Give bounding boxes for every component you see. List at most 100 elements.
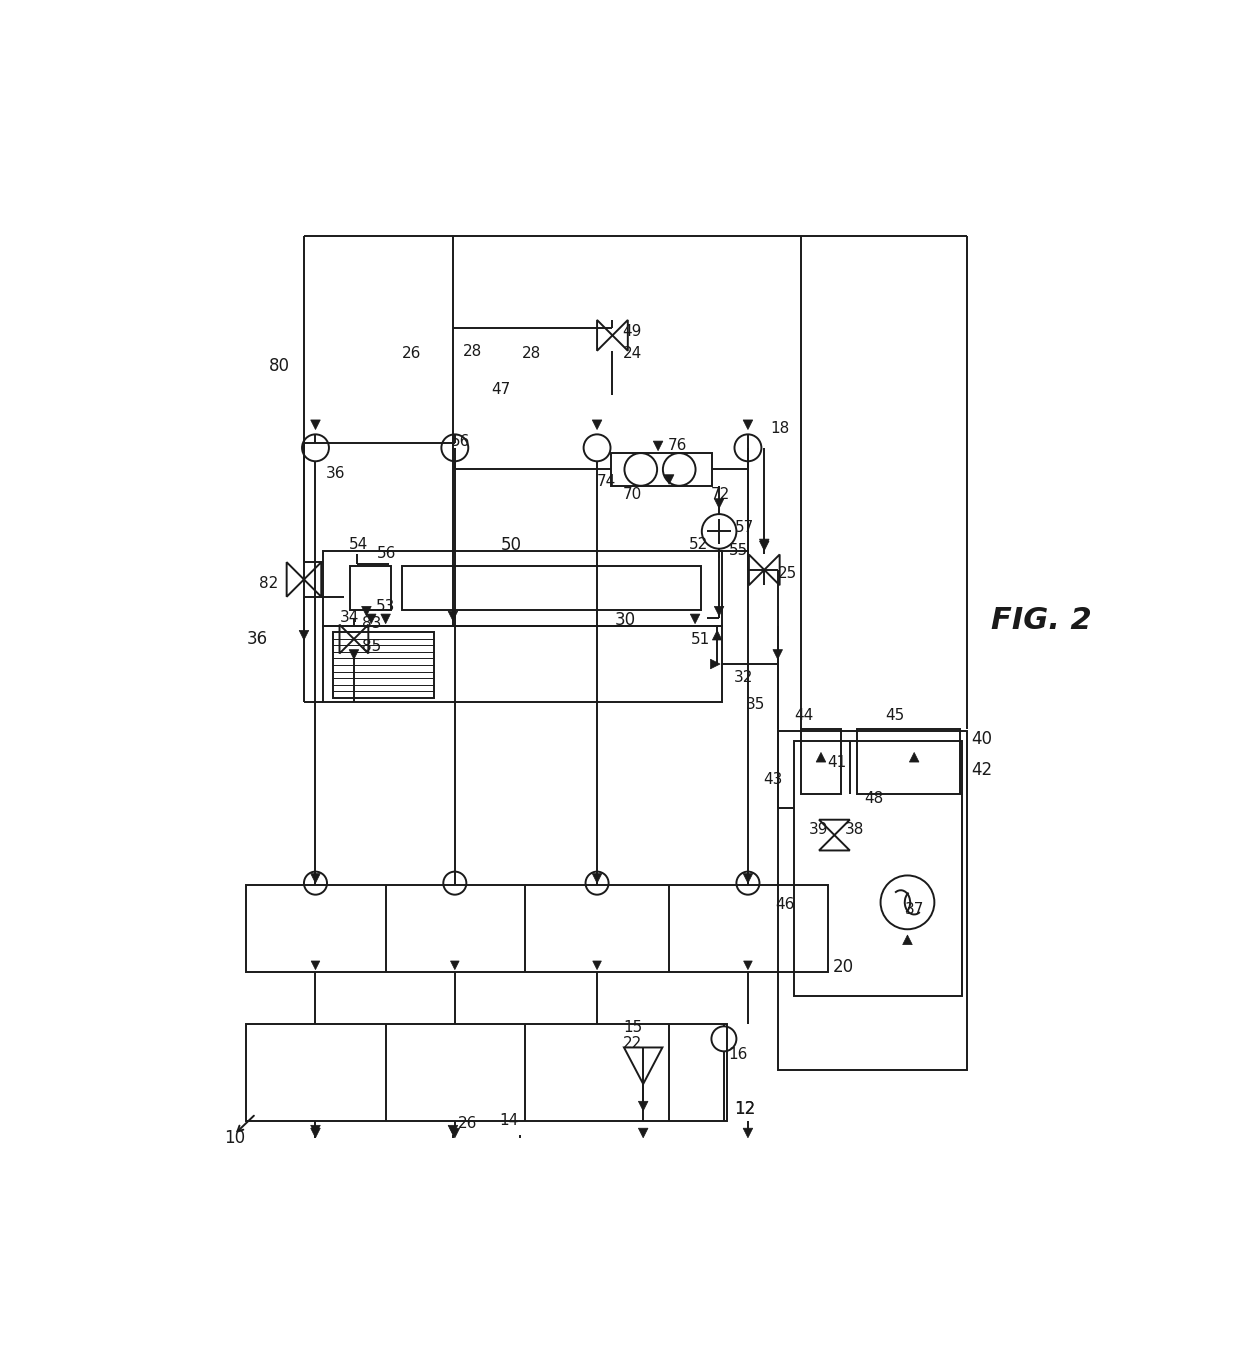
- Text: 85: 85: [362, 639, 381, 654]
- Polygon shape: [381, 615, 391, 624]
- Text: 41: 41: [828, 755, 847, 770]
- Text: 74: 74: [596, 473, 616, 488]
- Text: 57: 57: [734, 520, 754, 535]
- Text: 16: 16: [729, 1047, 748, 1062]
- Bar: [857, 730, 960, 794]
- Text: 72: 72: [711, 487, 729, 502]
- Text: 10: 10: [224, 1129, 246, 1147]
- Bar: [794, 741, 962, 996]
- Polygon shape: [816, 752, 826, 761]
- Polygon shape: [362, 606, 371, 616]
- Polygon shape: [450, 1128, 460, 1137]
- Text: 50: 50: [501, 536, 522, 554]
- Text: 44: 44: [794, 708, 813, 723]
- Text: 56: 56: [451, 434, 470, 449]
- Text: 14: 14: [498, 1113, 518, 1128]
- Text: 48: 48: [864, 792, 883, 807]
- Text: 46: 46: [775, 897, 795, 912]
- Polygon shape: [311, 1128, 320, 1137]
- Text: 56: 56: [377, 546, 397, 561]
- Polygon shape: [639, 1128, 649, 1137]
- Polygon shape: [593, 874, 601, 884]
- Polygon shape: [448, 1125, 458, 1135]
- Text: 80: 80: [268, 357, 289, 375]
- Polygon shape: [448, 611, 458, 620]
- Bar: [247, 1025, 727, 1121]
- Text: 39: 39: [808, 822, 828, 837]
- Bar: [777, 731, 967, 1070]
- Text: 30: 30: [614, 611, 635, 628]
- Text: 26: 26: [458, 1115, 477, 1131]
- Polygon shape: [711, 659, 720, 668]
- Polygon shape: [653, 440, 663, 450]
- Text: 38: 38: [844, 822, 864, 837]
- Text: 70: 70: [622, 487, 642, 502]
- Polygon shape: [691, 615, 699, 624]
- Bar: [402, 567, 701, 611]
- Text: 55: 55: [729, 543, 748, 558]
- Text: 32: 32: [734, 670, 753, 685]
- Polygon shape: [714, 499, 724, 509]
- Polygon shape: [743, 420, 753, 429]
- Polygon shape: [350, 649, 358, 659]
- Text: 45: 45: [885, 708, 905, 723]
- Polygon shape: [903, 936, 913, 945]
- Text: 12: 12: [734, 1100, 755, 1118]
- Text: 24: 24: [622, 346, 642, 361]
- Text: 35: 35: [746, 697, 765, 712]
- Bar: [801, 730, 841, 794]
- Text: 22: 22: [622, 1036, 642, 1051]
- Text: 26: 26: [402, 346, 422, 361]
- Polygon shape: [743, 1128, 753, 1137]
- Text: 53: 53: [376, 598, 396, 613]
- Text: 83: 83: [362, 616, 381, 631]
- Text: 37: 37: [905, 901, 924, 916]
- Text: 49: 49: [622, 324, 641, 339]
- Bar: [324, 626, 722, 702]
- Text: 18: 18: [770, 421, 790, 436]
- Text: 20: 20: [832, 958, 853, 975]
- Polygon shape: [311, 874, 320, 884]
- Bar: [350, 567, 392, 611]
- Text: 12: 12: [734, 1100, 755, 1118]
- Polygon shape: [367, 615, 376, 624]
- Polygon shape: [773, 649, 782, 659]
- Polygon shape: [712, 630, 722, 639]
- Text: 42: 42: [971, 760, 992, 779]
- Polygon shape: [665, 475, 675, 484]
- Polygon shape: [299, 630, 309, 639]
- Bar: [247, 885, 828, 971]
- Text: 15: 15: [622, 1019, 642, 1034]
- Text: 82: 82: [259, 576, 278, 591]
- Polygon shape: [593, 960, 601, 970]
- Polygon shape: [639, 1102, 649, 1111]
- Text: 52: 52: [689, 538, 708, 553]
- Text: 54: 54: [350, 538, 368, 553]
- Text: 28: 28: [463, 344, 482, 359]
- Polygon shape: [909, 752, 919, 761]
- Text: 43: 43: [764, 772, 782, 788]
- Text: 76: 76: [668, 439, 687, 453]
- Text: 28: 28: [522, 346, 542, 361]
- Text: 36: 36: [247, 630, 268, 648]
- Text: 25: 25: [777, 567, 797, 582]
- Polygon shape: [743, 874, 753, 884]
- Polygon shape: [311, 420, 320, 429]
- Polygon shape: [714, 606, 724, 616]
- Polygon shape: [744, 960, 753, 970]
- Text: FIG. 2: FIG. 2: [991, 606, 1092, 635]
- Text: 47: 47: [491, 381, 511, 397]
- Text: 40: 40: [971, 730, 992, 748]
- Text: 34: 34: [340, 611, 358, 626]
- Text: 36: 36: [326, 466, 346, 482]
- Polygon shape: [759, 539, 769, 549]
- Polygon shape: [593, 420, 601, 429]
- Polygon shape: [450, 960, 459, 970]
- Bar: [611, 453, 712, 486]
- Polygon shape: [311, 1125, 320, 1135]
- Text: 51: 51: [691, 631, 711, 646]
- Bar: [332, 632, 434, 698]
- Polygon shape: [311, 960, 320, 970]
- Bar: [324, 550, 722, 626]
- Polygon shape: [759, 541, 769, 550]
